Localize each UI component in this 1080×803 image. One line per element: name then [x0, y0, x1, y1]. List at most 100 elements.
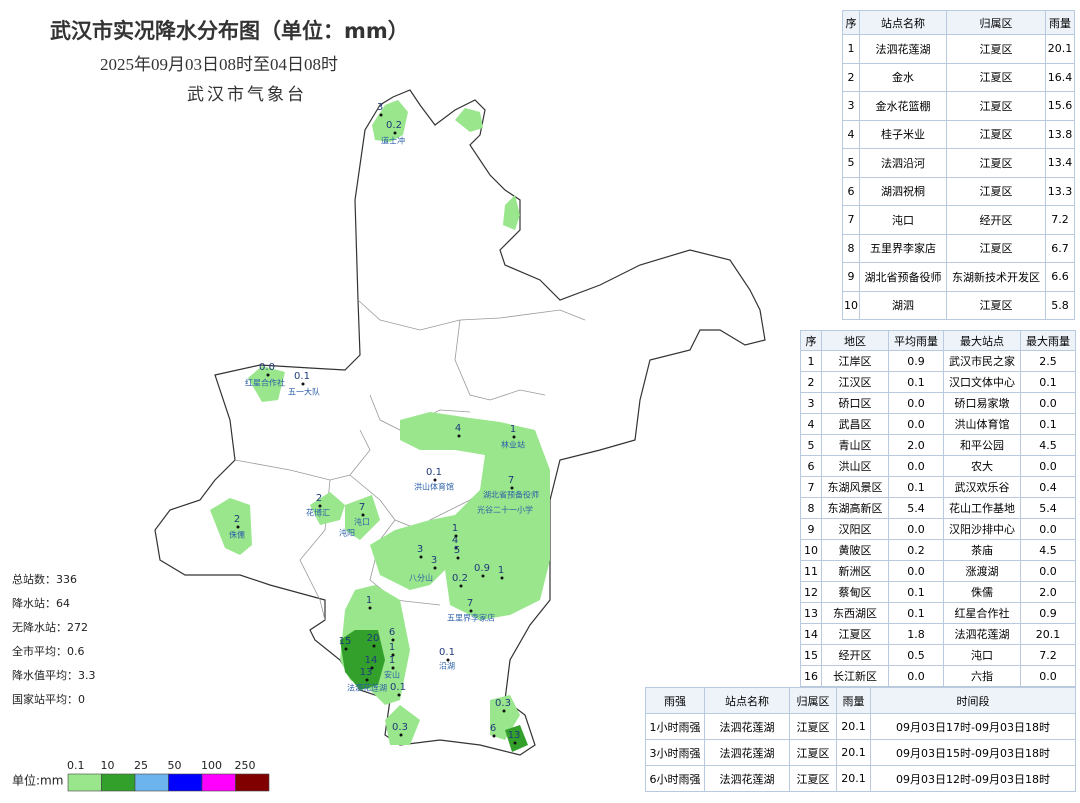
station-value: 0.9 [474, 563, 490, 574]
station-dot [459, 584, 463, 588]
table2: 序地区 平均雨量 最大站点 最大雨量 1 江岸区 0.9 武汉市民之家 2.5 2 江汉区 0.1 汉口… [800, 330, 1076, 687]
cell: 20.1 [836, 713, 871, 740]
cell: 汉口文体中心 [943, 371, 1021, 393]
station-value: 6 [490, 723, 496, 734]
cell: 东湖风景区 [821, 476, 889, 498]
station-value: 13 [360, 667, 373, 678]
station-name: 湖北省预备役师 [483, 490, 539, 500]
district-borders [234, 299, 586, 621]
station-value: 6 [389, 627, 395, 638]
cell: 3 [800, 392, 822, 414]
cell: 洪山区 [821, 455, 889, 477]
station-name: 红星合作社 [245, 378, 285, 388]
cell: 16.4 [1045, 62, 1075, 92]
cell: 0.0 [1020, 455, 1076, 477]
station-dot [500, 576, 504, 580]
table-row: 9 湖北省预备役师 东湖新技术开发区 6.6 [842, 262, 1075, 292]
cell: 2 [842, 62, 860, 92]
cell: 和平公园 [943, 434, 1021, 456]
cell: 1.8 [888, 623, 944, 645]
cell: 11 [800, 560, 822, 582]
station-name: 光谷二十一小学 [477, 505, 533, 515]
cell: 5 [842, 148, 860, 178]
station-value: 1 [389, 655, 395, 666]
rain-area-light [210, 498, 252, 555]
table-row: 5 青山区 2.0 和平公园 4.5 [800, 434, 1076, 456]
stat: 降水值平均：3.3 [12, 668, 96, 682]
legend-threshold: 50 [168, 759, 182, 772]
stat: 无降水站：272 [12, 620, 88, 634]
station-value: 0.0 [259, 362, 275, 373]
cell: 江夏区 [946, 148, 1046, 178]
cell: 10 [842, 290, 860, 320]
header-cell: 雨量 [836, 687, 871, 714]
cell: 13.4 [1045, 148, 1075, 178]
cell: 江夏区 [946, 176, 1046, 206]
station-name: 沌阳 [339, 528, 355, 538]
station-value: 3 [431, 555, 437, 566]
cell: 8 [800, 497, 822, 519]
rain-area-light [370, 412, 550, 620]
legend-swatch [67, 773, 102, 792]
cell: 0.1 [888, 476, 944, 498]
station-dot [344, 647, 348, 651]
cell: 1 [842, 34, 860, 64]
station-dot [456, 556, 460, 560]
rain-area-light [248, 366, 285, 402]
subtitle: 2025年09月03日08时至04日08时 [100, 55, 338, 74]
cell: 0.5 [888, 644, 944, 666]
header-cell: 站点名称 [704, 687, 790, 714]
cell: 5.4 [1020, 497, 1076, 519]
station-dot [365, 678, 369, 682]
cell: 14 [800, 623, 822, 645]
cell: 新洲区 [821, 560, 889, 582]
cell: 湖泗 [859, 290, 947, 320]
cell: 武昌区 [821, 413, 889, 435]
cell: 江夏区 [946, 91, 1046, 121]
cell: 0.0 [888, 518, 944, 540]
cell: 黄陂区 [821, 539, 889, 561]
header-cell: 序 [800, 330, 822, 351]
station-dot [368, 606, 372, 610]
cell: 13 [800, 602, 822, 624]
station-dot [419, 555, 423, 559]
station-dot [266, 373, 270, 377]
station-dot [457, 434, 461, 438]
cell: 武汉市民之家 [943, 350, 1021, 372]
station-name: 道士冲 [381, 136, 405, 146]
station-name: 林业站 [501, 440, 525, 450]
station-value: 1 [366, 595, 372, 606]
agency: 武汉市气象台 [187, 85, 307, 104]
cell: 花山工作基地 [943, 497, 1021, 519]
cell: 桂子米业 [859, 119, 947, 149]
cell: 江夏区 [821, 623, 889, 645]
station-dot [301, 382, 305, 386]
station-name: 洪山体育馆 [414, 482, 454, 492]
cell: 江夏区 [946, 290, 1046, 320]
cell: 0.0 [888, 665, 944, 687]
station-name: 安山 [384, 670, 400, 680]
legend-threshold: 25 [134, 759, 148, 772]
station-name: 沿湖 [439, 662, 455, 671]
cell: 16 [800, 665, 822, 687]
cell: 9 [800, 518, 822, 540]
station-value: 0.3 [392, 722, 408, 733]
stat: 国家站平均：0 [12, 692, 85, 706]
cell: 0.0 [1020, 560, 1076, 582]
station-value: 0.1 [426, 467, 442, 478]
station-value: 0.2 [386, 120, 402, 131]
station-value: 1 [452, 523, 458, 534]
cell: 7.2 [1020, 644, 1076, 666]
cell: 江汉区 [821, 371, 889, 393]
header-cell: 序 [842, 10, 860, 35]
map-title: 武汉市实况降水分布图（单位：mm） [50, 19, 409, 43]
header-cell: 归属区 [789, 687, 837, 714]
rain-area-light [372, 100, 408, 142]
station-dot [372, 644, 376, 648]
table3: 雨强 站点名称 归属区 雨量 时间段 1小时雨强 法泗花莲湖 江夏区 20.1 09月03日17时… [645, 687, 1076, 792]
stat: 降水站：64 [12, 596, 70, 610]
header-cell: 归属区 [946, 10, 1046, 35]
cell: 0.1 [888, 371, 944, 393]
cell: 15.6 [1045, 91, 1075, 121]
